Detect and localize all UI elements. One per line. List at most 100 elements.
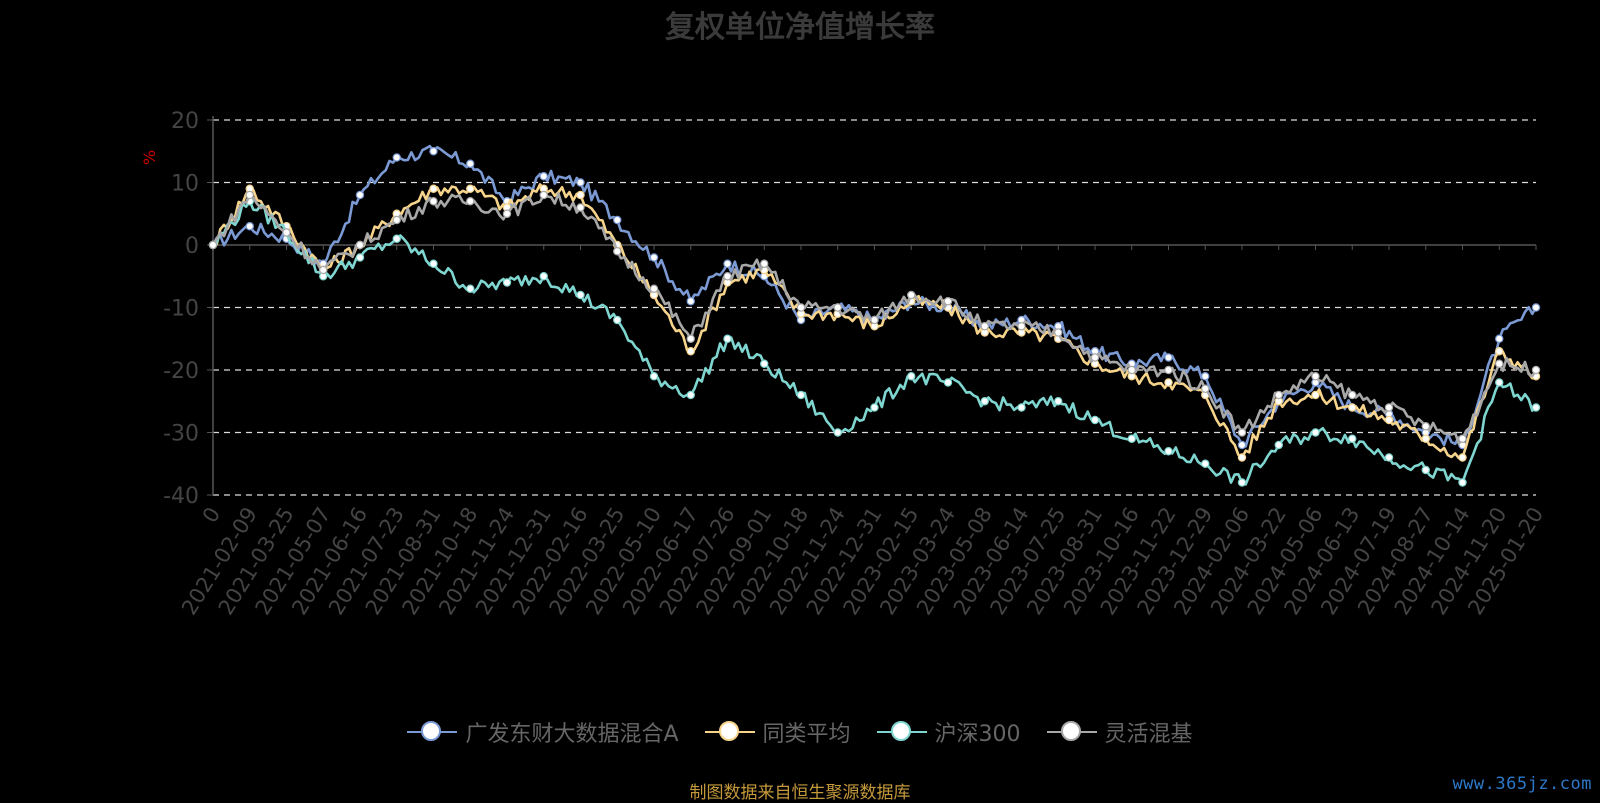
series-point: [980, 397, 989, 406]
series-point: [1201, 372, 1210, 381]
series-point: [1458, 453, 1467, 462]
series-point: [576, 178, 585, 187]
series-point: [319, 265, 328, 275]
series-point: [429, 147, 438, 156]
series-point: [355, 190, 365, 200]
series-point: [245, 190, 254, 200]
series-point: [1384, 453, 1394, 462]
series-point: [539, 272, 548, 281]
y-tick-label: -10: [163, 297, 199, 322]
series-point: [1201, 384, 1210, 393]
y-axis-unit-label: %: [140, 149, 160, 166]
series-line-0: [211, 144, 1538, 448]
series-point: [833, 303, 842, 312]
series-point: [1531, 403, 1541, 412]
series-point: [686, 297, 695, 306]
series-point: [1090, 353, 1100, 362]
series-point: [943, 297, 953, 306]
legend-item-series-2[interactable]: 沪深300: [876, 716, 1021, 748]
y-tick-label: -30: [163, 422, 199, 447]
series-point: [649, 284, 659, 293]
series-point: [1090, 415, 1100, 425]
series-point: [245, 222, 254, 231]
series-point: [613, 215, 622, 225]
legend-item-series-1[interactable]: 同类平均: [704, 716, 851, 748]
series-point: [1237, 478, 1247, 487]
series-point: [870, 315, 879, 325]
series-point: [208, 240, 218, 250]
series-point: [1495, 334, 1504, 343]
legend-label-series-0: 广发东财大数据混合A: [465, 722, 679, 747]
series-point: [1127, 365, 1136, 375]
series-point: [502, 278, 512, 287]
y-tick-label: 10: [171, 172, 199, 197]
series-point: [870, 403, 879, 412]
series-point: [466, 184, 475, 193]
series-line-2: [212, 200, 1537, 486]
x-tick-label: 0: [198, 503, 225, 527]
series-point: [613, 247, 622, 256]
series-point: [1164, 353, 1173, 362]
series-point: [576, 290, 585, 300]
series-point: [907, 290, 916, 300]
series-point: [1274, 390, 1283, 400]
series-point: [1495, 378, 1504, 387]
series-point: [649, 372, 659, 381]
series-point: [392, 215, 401, 225]
series-point: [723, 259, 732, 268]
series-point: [649, 253, 659, 262]
series-point: [282, 228, 291, 237]
series-point: [1531, 365, 1541, 375]
series-point: [355, 240, 365, 250]
series-point: [539, 172, 548, 181]
series-point: [1237, 453, 1247, 462]
legend-swatch-series-1: [704, 720, 755, 744]
series-point: [980, 322, 989, 331]
series-point: [1348, 390, 1357, 400]
series-point: [723, 334, 732, 343]
legend-item-series-0[interactable]: 广发东财大数据混合A: [407, 716, 679, 748]
legend-swatch-series-2: [876, 720, 927, 744]
series-point: [833, 428, 842, 437]
legend-label-series-1: 同类平均: [762, 722, 851, 747]
series-point: [943, 378, 953, 387]
series-point: [686, 347, 695, 356]
series-point: [1164, 365, 1173, 375]
series-point: [723, 272, 732, 281]
series-point: [1127, 434, 1136, 443]
series-point: [1311, 390, 1320, 400]
series-point: [1458, 478, 1467, 487]
series-point: [466, 284, 475, 293]
y-tick-label: 20: [171, 109, 199, 134]
watermark-logo: www.365jz.com: [1452, 774, 1592, 794]
legend-item-series-3[interactable]: 灵活混基: [1046, 716, 1193, 748]
legend-label-series-3: 灵活混基: [1104, 722, 1193, 747]
series-point: [1421, 422, 1430, 431]
series-point: [686, 390, 695, 400]
series-point: [576, 190, 585, 200]
y-tick-label: -20: [163, 359, 199, 384]
series-point: [1458, 434, 1467, 443]
series-point: [1311, 428, 1320, 437]
series-point: [1421, 465, 1430, 475]
series-point: [1201, 459, 1210, 468]
y-tick-label: -40: [163, 484, 199, 509]
series-point: [1054, 328, 1063, 337]
series-point: [1348, 403, 1357, 412]
series-point: [1274, 440, 1283, 450]
series-point: [429, 259, 438, 268]
series-point: [1237, 428, 1247, 437]
data-source-note: 制图数据来自恒生聚源数据库: [689, 783, 911, 803]
chart-title: 复权单位净值增长率: [665, 10, 935, 45]
series-point: [613, 315, 622, 325]
series-point: [502, 209, 512, 218]
series-point: [576, 203, 585, 212]
series-point: [1017, 322, 1026, 331]
legend-swatch-series-3: [1046, 720, 1097, 744]
series-point: [1384, 403, 1394, 412]
series-point: [760, 359, 769, 368]
series-point: [1017, 403, 1026, 412]
series-point: [796, 303, 806, 312]
series-point: [686, 334, 695, 343]
